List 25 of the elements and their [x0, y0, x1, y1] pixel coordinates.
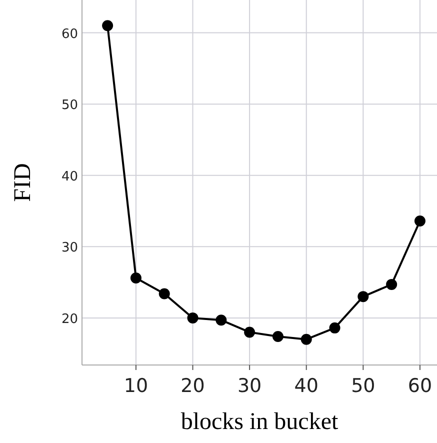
point — [386, 278, 398, 290]
y-tick-label: 20 — [61, 312, 78, 327]
y-tick-label: 40 — [61, 169, 78, 184]
point — [158, 288, 170, 300]
point — [414, 215, 426, 226]
point — [216, 314, 227, 326]
x-tick-label: 50 — [351, 375, 376, 397]
y-tick-label: 50 — [61, 98, 78, 114]
point — [272, 330, 284, 342]
y-tick-label: 60 — [61, 26, 78, 42]
x-tick-label: 40 — [294, 375, 318, 397]
x-axis-title: blocks in bucket — [180, 409, 338, 435]
point — [244, 326, 256, 338]
x-tick-label: 30 — [237, 375, 262, 397]
x-tick-label: 20 — [180, 375, 205, 397]
y-tick-label: 30 — [61, 240, 78, 256]
point — [187, 312, 198, 324]
point — [102, 20, 114, 32]
point — [300, 334, 312, 345]
x-tick-label: 10 — [124, 375, 148, 397]
point — [358, 291, 369, 302]
x-tick-label: 60 — [408, 375, 432, 397]
y-axis-title: FID — [10, 163, 36, 202]
point — [130, 272, 142, 284]
point — [329, 322, 340, 334]
